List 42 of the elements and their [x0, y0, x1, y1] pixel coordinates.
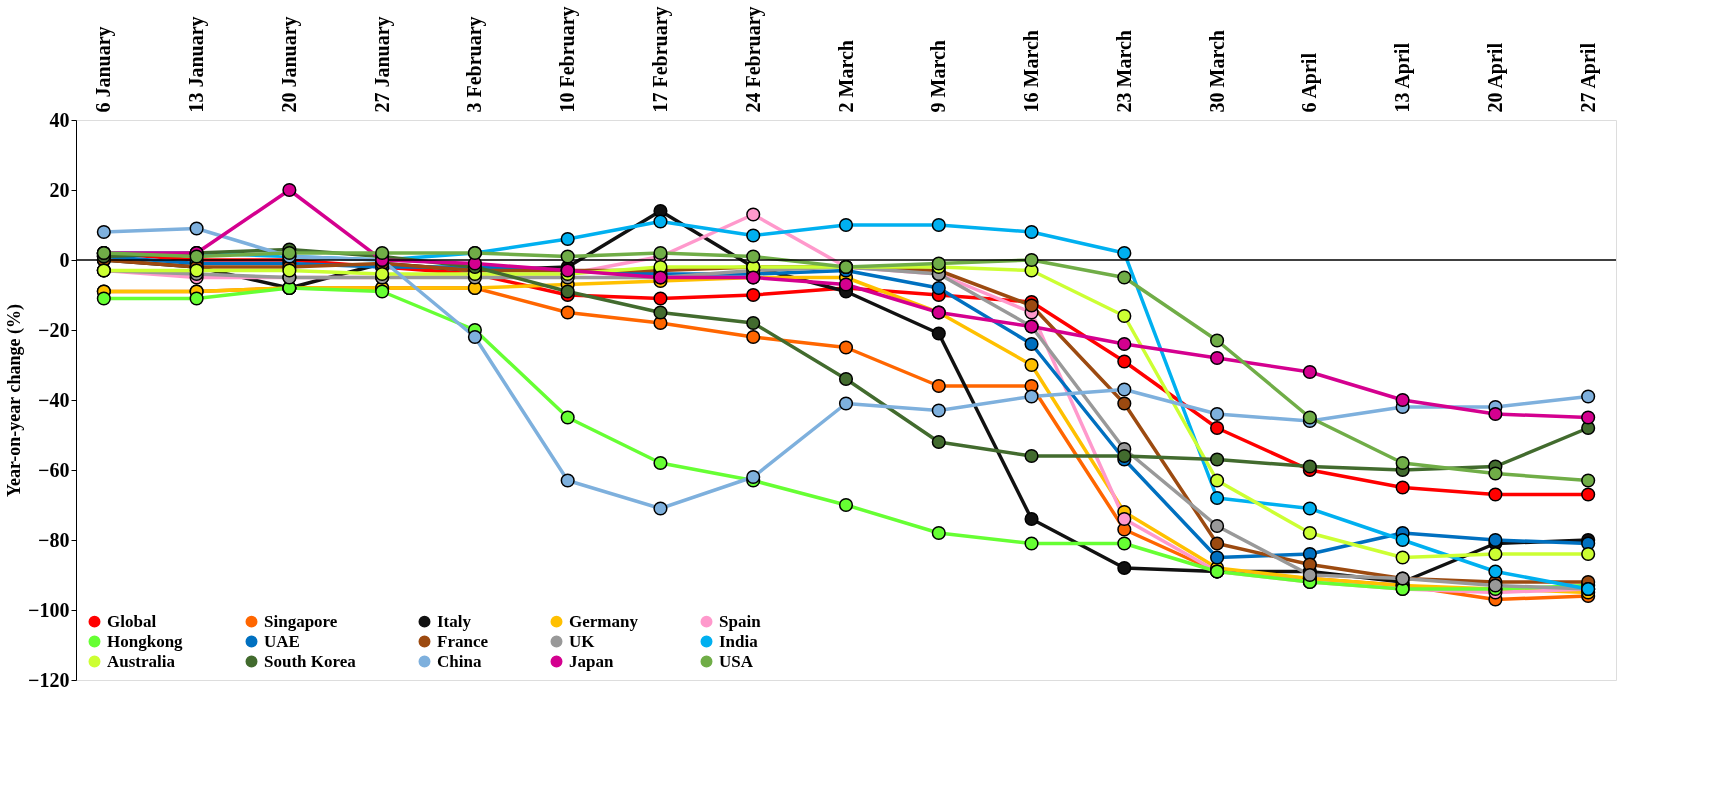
legend-label: Global: [107, 611, 157, 631]
y-tick-label: −40: [38, 388, 70, 411]
y-axis-title: Year-on-year change (%): [4, 304, 26, 497]
y-tick-label: −80: [38, 528, 70, 551]
x-tick-label: 3 February: [463, 16, 487, 113]
legend-label: Italy: [437, 611, 472, 631]
x-tick-label: 16 March: [1020, 30, 1043, 113]
legend-label: Hongkong: [107, 631, 184, 651]
legend-label: Singapore: [264, 611, 338, 631]
x-tick-label: 2 March: [834, 40, 857, 113]
x-tick-label: 24 February: [741, 6, 765, 113]
legend-label: India: [719, 631, 759, 651]
x-tick-label: 6 April: [1298, 52, 1322, 113]
legend-label: South Korea: [264, 651, 357, 671]
y-tick-label: −120: [28, 668, 70, 691]
legend-label: China: [437, 651, 482, 671]
y-tick-label: −60: [38, 458, 70, 481]
legend-label: Japan: [569, 651, 614, 671]
x-tick-label: 13 April: [1391, 42, 1415, 113]
y-tick-label: 40: [49, 108, 70, 131]
y-tick-label: 0: [59, 248, 70, 271]
y-tick-label: −20: [38, 318, 70, 341]
y-tick-label: 20: [49, 178, 70, 201]
x-tick-label: 30 March: [1205, 30, 1228, 113]
legend-label: UK: [569, 631, 596, 651]
x-tick-label: 27 January: [370, 16, 394, 113]
y-tick-label: −100: [28, 598, 70, 621]
x-tick-label: 20 April: [1483, 42, 1507, 113]
x-tick-label: 20 January: [277, 16, 301, 113]
x-tick-label: 9 March: [927, 40, 950, 113]
x-tick-label: 27 April: [1576, 42, 1600, 113]
legend-label: France: [437, 631, 489, 651]
legend-label: Germany: [569, 611, 639, 631]
legend-label: Australia: [107, 651, 176, 671]
legend-label: UAE: [264, 631, 300, 651]
legend-label: Spain: [719, 611, 762, 631]
x-tick-label: 17 February: [648, 6, 672, 113]
x-tick-label: 23 March: [1112, 30, 1135, 113]
x-tick-label: 10 February: [556, 6, 580, 113]
x-tick-label: 13 January: [185, 16, 209, 113]
x-tick-label: 6 January: [92, 26, 116, 113]
legend-label: USA: [719, 651, 754, 671]
